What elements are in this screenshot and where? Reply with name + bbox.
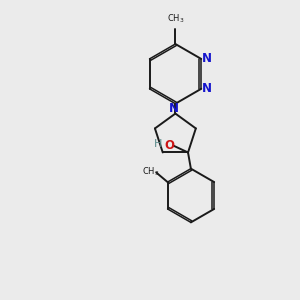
Text: CH$_3$: CH$_3$ bbox=[167, 12, 184, 25]
Text: H: H bbox=[153, 139, 162, 149]
Text: N: N bbox=[202, 82, 212, 95]
Text: O: O bbox=[165, 139, 175, 152]
Text: CH$_3$: CH$_3$ bbox=[142, 165, 160, 178]
Text: N: N bbox=[202, 52, 212, 65]
Text: N: N bbox=[169, 102, 179, 115]
